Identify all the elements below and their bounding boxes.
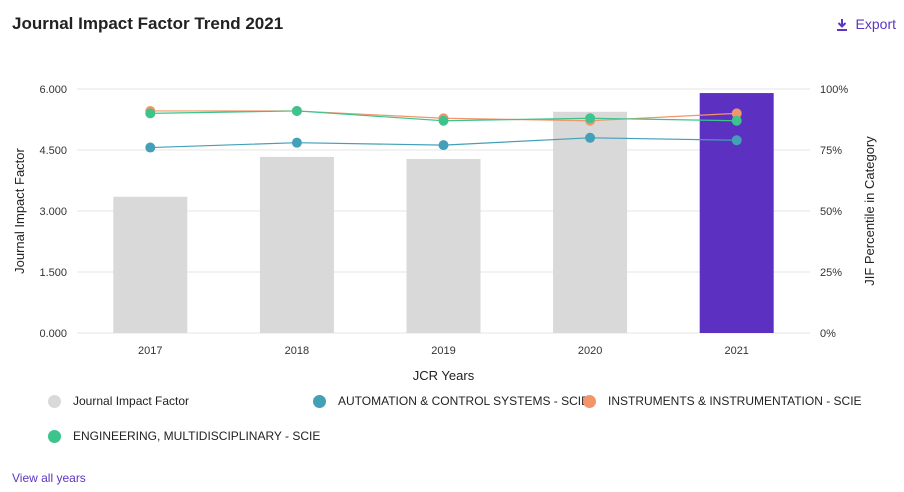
automation-series-point [585, 132, 596, 143]
y-tick-label: 3.000 [39, 206, 67, 218]
legend-label-engineering: ENGINEERING, MULTIDISCIPLINARY - SCIE [73, 429, 321, 443]
view-all-years-link[interactable]: View all years [12, 471, 86, 485]
legend-label-automation: AUTOMATION & CONTROL SYSTEMS - SCIE [338, 394, 590, 408]
legend-marker-jif [48, 394, 61, 408]
engineering-series-point [438, 115, 449, 126]
legend-item-engineering[interactable]: ENGINEERING, MULTIDISCIPLINARY - SCIE [48, 429, 320, 443]
engineering-series-point [585, 113, 596, 124]
x-tick-label: 2017 [138, 345, 162, 357]
y-tick-label: 0.000 [39, 328, 67, 340]
chart-legend: Journal Impact Factor AUTOMATION & CONTR… [0, 388, 904, 458]
engineering-series-point [291, 105, 302, 116]
y-axis-title: Journal Impact Factor [12, 147, 27, 273]
legend-marker-instruments [583, 394, 596, 408]
engineering-series-point [145, 108, 156, 119]
automation-series-point [291, 137, 302, 148]
y2-tick-label: 100% [820, 84, 848, 96]
legend-label-jif: Journal Impact Factor [73, 394, 190, 408]
instruments-series-point [731, 108, 742, 119]
automation-series-point [145, 142, 156, 153]
y2-tick-label: 0% [820, 328, 836, 340]
y-tick-label: 1.500 [39, 267, 67, 279]
legend-item-automation[interactable]: AUTOMATION & CONTROL SYSTEMS - SCIE [313, 394, 589, 408]
x-tick-label: 2018 [285, 345, 309, 357]
page-title: Journal Impact Factor Trend 2021 [12, 14, 284, 33]
jif-bar [699, 93, 774, 333]
x-tick-label: 2019 [431, 345, 455, 357]
y2-tick-label: 50% [820, 206, 842, 218]
jif-bar [113, 196, 188, 333]
y2-tick-label: 25% [820, 267, 842, 279]
x-tick-label: 2020 [578, 345, 602, 357]
jif-bar [553, 111, 628, 333]
jif-bar [406, 158, 481, 333]
engineering-series-point [731, 115, 742, 126]
y2-tick-label: 75% [820, 145, 842, 157]
legend-marker-engineering [48, 429, 61, 443]
export-label: Export [855, 16, 896, 32]
automation-series-point [731, 135, 742, 146]
y-tick-label: 4.500 [39, 145, 67, 157]
automation-series-point [438, 140, 449, 151]
export-button[interactable]: Export [836, 16, 896, 32]
jif-bar [259, 156, 334, 333]
legend-item-instruments[interactable]: INSTRUMENTS & INSTRUMENTATION - SCIE [583, 394, 862, 408]
jif-trend-chart: 0.000 1.500 3.000 4.500 6.000 0% 25% 50% 75% 100%… [12, 84, 877, 383]
x-axis-title: JCR Years [413, 368, 475, 383]
download-icon [836, 18, 847, 31]
legend-label-instruments: INSTRUMENTS & INSTRUMENTATION - SCIE [608, 394, 862, 408]
legend-marker-automation [313, 394, 326, 408]
legend-item-jif[interactable]: Journal Impact Factor [48, 394, 189, 408]
y2-axis-title: JIF Percentile in Category [862, 136, 877, 286]
x-tick-label: 2021 [724, 345, 748, 357]
y-tick-label: 6.000 [39, 84, 67, 96]
